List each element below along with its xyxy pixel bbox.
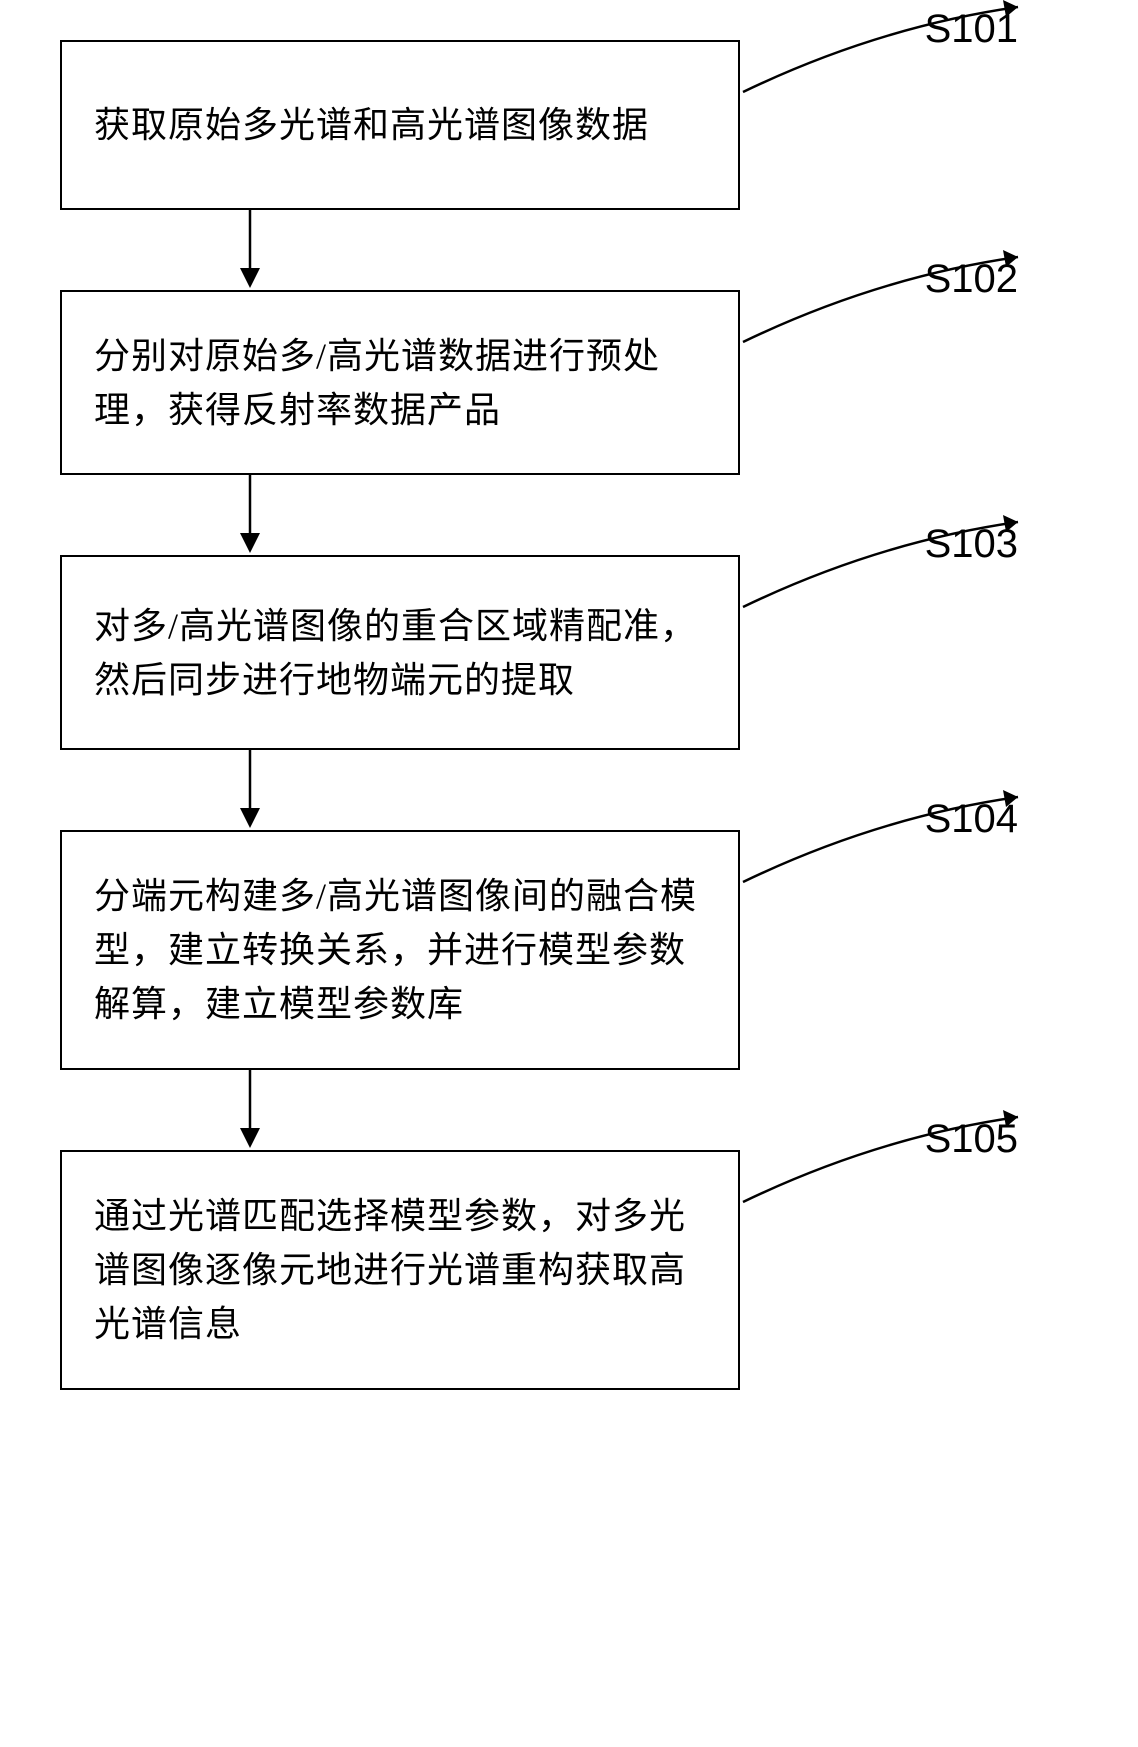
step-box-s105: S105 通过光谱匹配选择模型参数，对多光谱图像逐像元地进行光谱重构获取高光谱信… [60,1150,740,1390]
step-label-s101: S101 [925,7,1018,52]
arrow-s103-s104 [60,750,740,830]
arrow-s102-s103 [60,475,740,555]
arrow-s101-s102 [60,210,740,290]
step-box-s103: S103 对多/高光谱图像的重合区域精配准，然后同步进行地物端元的提取 [60,555,740,750]
step-text-s105: 通过光谱匹配选择模型参数，对多光谱图像逐像元地进行光谱重构获取高光谱信息 [94,1189,706,1351]
arrow-s104-s105 [60,1070,740,1150]
step-box-s102: S102 分别对原始多/高光谱数据进行预处理，获得反射率数据产品 [60,290,740,475]
step-label-s102: S102 [925,257,1018,302]
step-text-s104: 分端元构建多/高光谱图像间的融合模型，建立转换关系，并进行模型参数解算，建立模型… [94,869,706,1031]
flowchart-container: S101 获取原始多光谱和高光谱图像数据 S102 分别对原始多/高光谱数据进行… [60,40,960,1390]
step-label-s105: S105 [925,1117,1018,1162]
step-label-s104: S104 [925,797,1018,842]
step-label-s103: S103 [925,522,1018,567]
step-text-s102: 分别对原始多/高光谱数据进行预处理，获得反射率数据产品 [94,329,706,437]
step-box-s104: S104 分端元构建多/高光谱图像间的融合模型，建立转换关系，并进行模型参数解算… [60,830,740,1070]
step-text-s101: 获取原始多光谱和高光谱图像数据 [94,98,649,152]
step-text-s103: 对多/高光谱图像的重合区域精配准，然后同步进行地物端元的提取 [94,599,706,707]
step-box-s101: S101 获取原始多光谱和高光谱图像数据 [60,40,740,210]
